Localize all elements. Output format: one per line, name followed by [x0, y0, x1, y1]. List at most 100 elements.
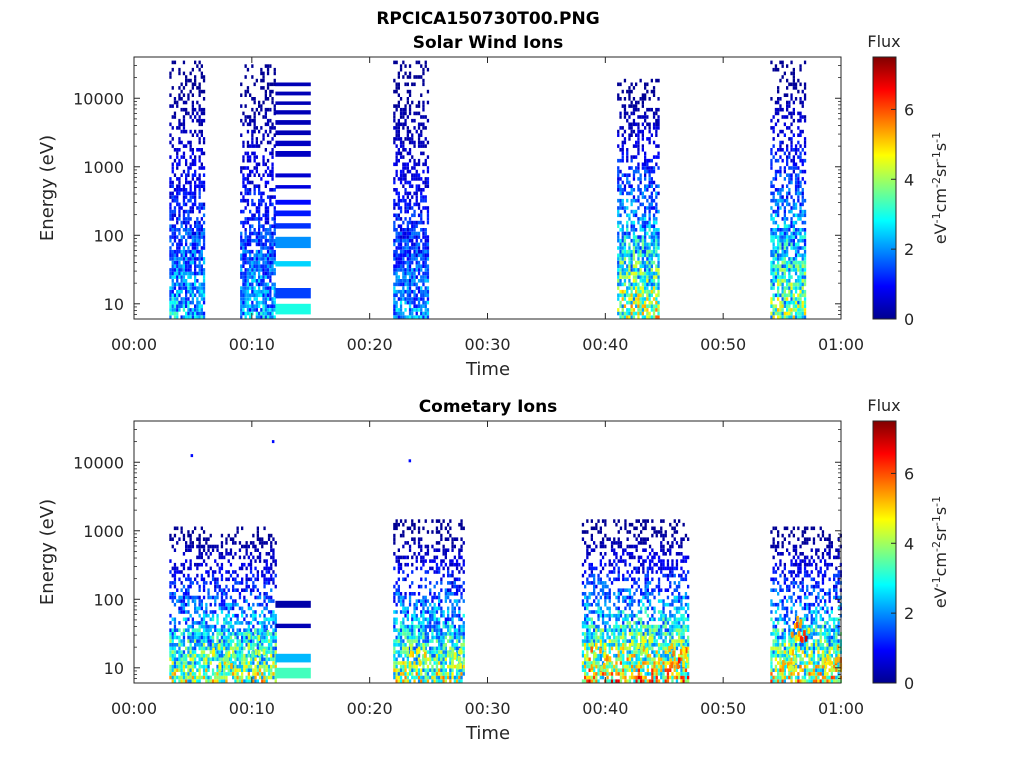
heatmap-cell	[404, 107, 407, 112]
heatmap-cell	[794, 166, 798, 170]
heatmap-cell	[415, 606, 418, 611]
heatmap-cell	[274, 664, 277, 669]
heatmap-cell	[244, 64, 247, 68]
heatmap-cell	[426, 657, 430, 662]
heatmap-cell	[198, 257, 201, 261]
heatmap-cell	[420, 555, 423, 560]
heatmap-cell	[205, 602, 208, 607]
heatmap-cell	[402, 107, 405, 112]
heatmap-cell	[272, 653, 275, 658]
heatmap-cell	[185, 177, 188, 181]
heatmap-cell	[273, 220, 276, 225]
heatmap-cell	[194, 657, 197, 662]
heatmap-cell	[232, 555, 235, 560]
heatmap-cell	[621, 275, 624, 279]
heatmap-cell	[194, 595, 197, 600]
heatmap-cell	[632, 195, 636, 199]
heatmap-cell	[424, 668, 427, 672]
heatmap-cell	[211, 613, 215, 618]
heatmap-cell	[402, 297, 405, 301]
heatmap-cell	[619, 228, 622, 232]
heatmap-cell	[797, 253, 800, 258]
heatmap-cell	[413, 231, 416, 236]
heatmap-cell	[189, 577, 192, 582]
heatmap-cell	[623, 78, 627, 83]
heatmap-cell	[652, 228, 656, 232]
heatmap-cell	[258, 311, 261, 316]
heatmap-cell	[178, 282, 181, 287]
heatmap-cell	[198, 118, 201, 123]
heatmap-cell	[182, 592, 186, 596]
heatmap-cell	[264, 297, 267, 301]
heatmap-cell	[178, 191, 181, 196]
heatmap-cell	[655, 275, 658, 279]
heatmap-cell	[790, 238, 793, 243]
heatmap-cell	[417, 308, 421, 312]
heatmap-cell	[794, 257, 798, 261]
heatmap-cell	[799, 97, 802, 101]
heatmap-cell	[209, 581, 212, 585]
heatmap-cell	[628, 311, 631, 316]
heatmap-cell	[422, 624, 425, 629]
heatmap-cell	[790, 217, 793, 221]
heatmap-cell	[180, 129, 183, 134]
heatmap-cell	[792, 300, 795, 305]
heatmap-cell	[621, 148, 624, 152]
heatmap-cell	[774, 271, 778, 276]
heatmap-cell	[262, 246, 265, 250]
heatmap-cell	[202, 559, 206, 563]
heatmap-cell	[196, 184, 199, 188]
colorbar-label-part: -1	[930, 151, 943, 162]
heatmap-cell	[652, 308, 656, 312]
heatmap-cell	[269, 195, 272, 199]
heatmap-cell	[786, 155, 789, 159]
heatmap-cell	[422, 628, 425, 632]
heatmap-cell	[630, 289, 633, 294]
heatmap-cell	[630, 282, 633, 287]
heatmap-cell	[207, 664, 210, 669]
heatmap-cell	[406, 246, 409, 250]
heatmap-cell	[202, 653, 206, 658]
heatmap-cell	[404, 249, 407, 254]
heatmap-cell	[619, 198, 622, 203]
heatmap-cell	[422, 198, 425, 203]
heatmap-cell	[626, 268, 629, 272]
heatmap-cell	[652, 180, 656, 185]
heatmap-cell	[251, 107, 254, 112]
heatmap-cell	[424, 675, 427, 680]
heatmap-cell	[426, 530, 430, 534]
heatmap-cell	[399, 315, 403, 319]
heatmap-cell	[399, 249, 403, 254]
heatmap-cell	[171, 293, 174, 298]
heatmap-cell	[399, 664, 403, 669]
heatmap-cell	[413, 632, 416, 636]
heatmap-cell	[194, 602, 197, 607]
heatmap-cell	[406, 202, 409, 207]
heatmap-cell	[171, 67, 174, 72]
heatmap-cell	[420, 64, 423, 68]
heatmap-cell	[227, 672, 230, 676]
heatmap-cell	[792, 111, 795, 116]
heatmap-cell	[402, 198, 405, 203]
heatmap-cell	[247, 544, 250, 549]
heatmap-cell	[173, 679, 177, 683]
heatmap-cell	[216, 653, 219, 658]
heatmap-cell	[185, 315, 188, 319]
heatmap-cell	[263, 573, 266, 578]
heatmap-cell	[779, 300, 782, 305]
heatmap-cell	[252, 533, 255, 538]
heatmap-cell	[200, 282, 203, 287]
colorbar-label-part: s	[931, 143, 950, 151]
heatmap-cell	[198, 249, 201, 254]
heatmap-cell	[406, 169, 409, 174]
heatmap-cell	[220, 639, 224, 643]
heatmap-cell	[393, 639, 396, 643]
heatmap-cell	[242, 246, 245, 250]
heatmap-cell	[655, 217, 658, 221]
heatmap-cell	[191, 260, 194, 265]
heatmap-cell	[182, 308, 186, 312]
heatmap-cell	[220, 533, 224, 538]
heatmap-cell	[404, 206, 407, 210]
heatmap-cell	[790, 235, 793, 239]
heatmap-cell	[185, 661, 188, 665]
